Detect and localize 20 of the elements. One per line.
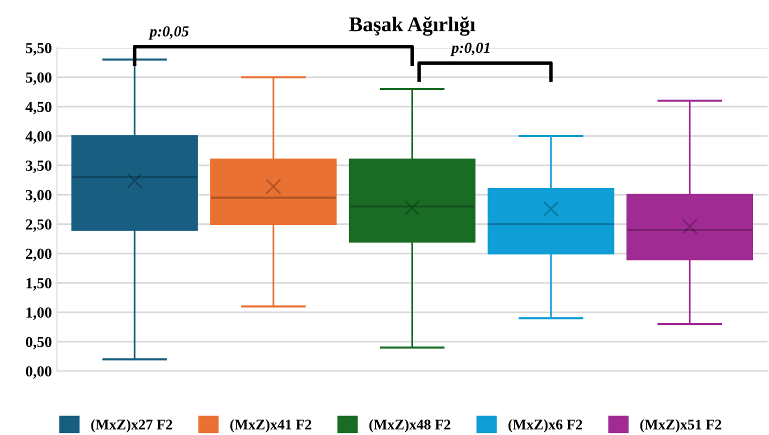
legend-label: (MxZ)x41 F2 bbox=[230, 419, 312, 432]
legend-label: (MxZ)x51 F2 bbox=[640, 419, 722, 432]
y-tick-label: 5,50 bbox=[26, 42, 52, 56]
y-tick-label: 1,00 bbox=[26, 307, 52, 320]
chart-title: Başak Ağırlığı bbox=[349, 16, 476, 36]
y-tick-label: 2,50 bbox=[26, 219, 52, 232]
y-tick-label: 0,50 bbox=[26, 336, 52, 350]
y-tick-label: 4,50 bbox=[26, 102, 52, 114]
legend-label: (MxZ)x27 F2 bbox=[91, 419, 172, 432]
legend-label: (MxZ)x6 F2 bbox=[508, 419, 582, 432]
y-tick-label: 2,00 bbox=[26, 248, 52, 262]
y-tick-label: 3,00 bbox=[26, 190, 52, 202]
y-tick-label: 3,50 bbox=[26, 160, 52, 174]
text: p:0,05 bbox=[148, 26, 189, 40]
annotation: p:0,01 bbox=[450, 42, 490, 56]
y-tick-label: 5,00 bbox=[26, 72, 52, 85]
y-tick-label: 0,00 bbox=[26, 366, 52, 379]
y-tick-label: 1,50 bbox=[26, 278, 52, 291]
y-tick-label: 4,00 bbox=[26, 131, 52, 144]
legend-label: (MxZ)x48 F2 bbox=[369, 419, 450, 432]
